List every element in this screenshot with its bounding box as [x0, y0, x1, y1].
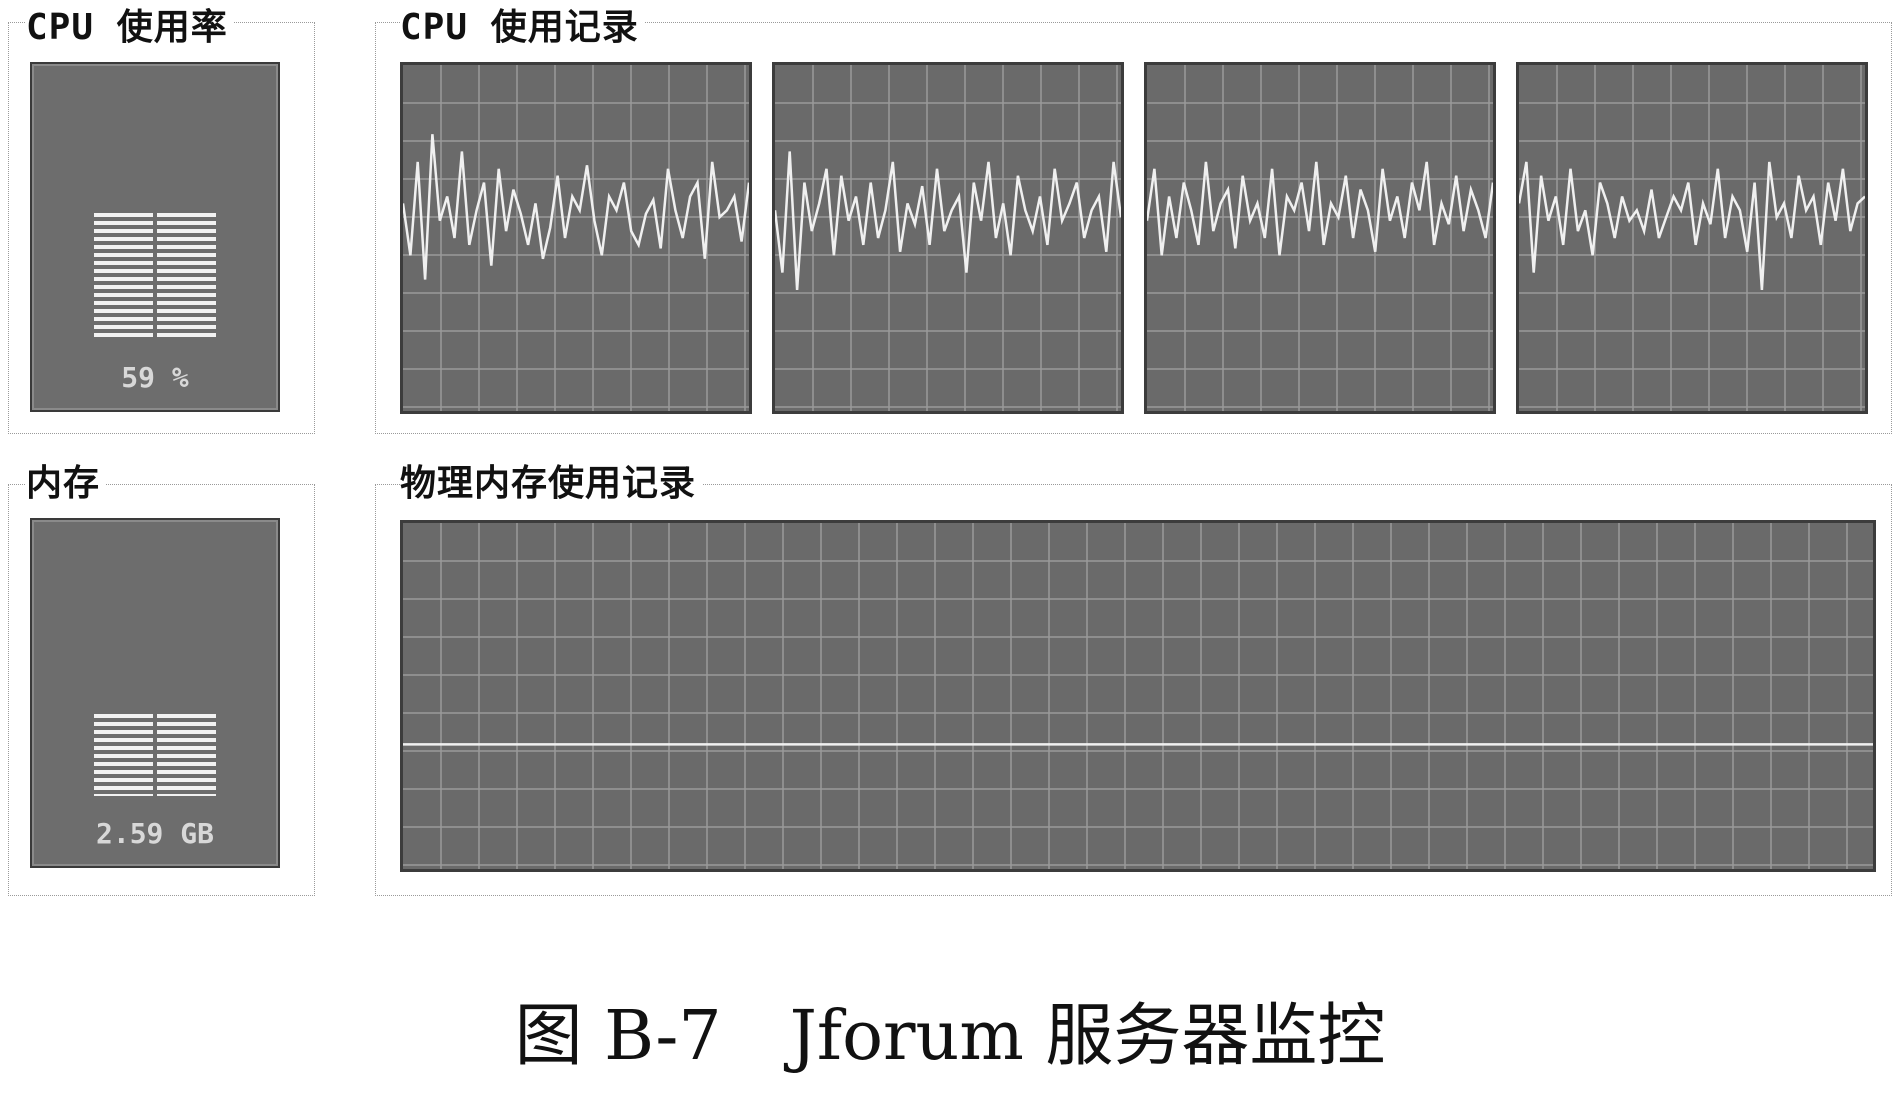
cpu-history-graph-2: [772, 62, 1124, 414]
cpu-usage-value: 59 %: [121, 361, 189, 394]
memory-label: 内存: [26, 466, 107, 502]
cpu-usage-bar: [94, 213, 216, 340]
memory-history-group: [375, 484, 1892, 896]
cpu-graph-4-line: [1519, 161, 1865, 290]
cpu-usage-label: CPU 使用率: [26, 10, 234, 46]
memory-value: 2.59 GB: [95, 817, 214, 850]
cpu-history-graph-4: [1516, 62, 1868, 414]
cpu-graph-3-line: [1147, 161, 1493, 256]
memory-history-label: 物理内存使用记录: [400, 466, 703, 502]
cpu-graph-1-line: [403, 134, 749, 280]
cpu-history-group: [375, 22, 1892, 434]
memory-group: [8, 484, 315, 896]
figure-caption: 图 B-7 Jforum 服务器监控: [514, 997, 1386, 1076]
cpu-history-graph-3: [1144, 62, 1496, 414]
memory-bar: [94, 714, 216, 796]
cpu-usage-meter: 59 %: [30, 62, 280, 412]
cpu-history-graph-1: [400, 62, 752, 414]
cpu-history-label: CPU 使用记录: [400, 10, 645, 46]
memory-history-graph: [400, 520, 1876, 872]
memory-meter: 2.59 GB: [30, 518, 280, 868]
cpu-graph-2-line: [775, 151, 1121, 290]
